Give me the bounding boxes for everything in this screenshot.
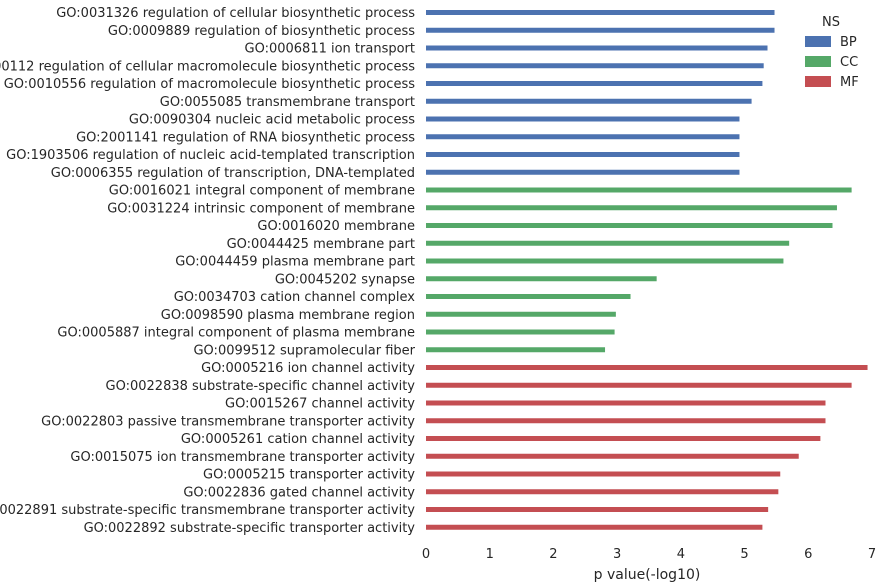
bar-go-0015267 [426,400,826,406]
category-label: GO:0016020 membrane [257,219,415,234]
bar-go-0031326 [426,10,775,15]
bar-go-0009889 [426,27,775,33]
category-label: GO:0006355 regulation of transcription, … [51,166,415,181]
category-label: GO:1903506 regulation of nucleic acid-te… [6,148,415,163]
x-tick-label: 1 [486,547,494,562]
bar-go-0022838 [426,382,852,388]
x-tick-label: 5 [740,547,748,562]
category-label: GO:0006811 ion transport [245,42,416,57]
bar-go-0005887 [426,329,615,335]
bar-go-0022892 [426,524,763,530]
legend-title: NS [822,15,840,30]
category-label: GO:0022838 substrate-specific channel ac… [106,379,416,394]
bar-go-0090304 [426,116,740,122]
bar-go-0022836 [426,489,779,495]
legend-swatch-cc [805,56,831,67]
category-label: GO:2001141 regulation of RNA biosyntheti… [76,130,415,145]
legend-label-cc: CC [840,55,858,70]
bar-go-0034703 [426,294,631,299]
category-label: GO:0005215 transporter activity [203,468,415,483]
bar-go-1903506 [426,152,740,157]
category-label: GO:0034703 cation channel complex [174,290,416,305]
bar-go-0010556 [426,81,763,86]
category-label: GO:0031224 intrinsic component of membra… [107,201,415,216]
category-label: GO:0099512 supramolecular fiber [193,343,415,358]
bar-go-0022891 [426,507,769,512]
category-label: GO:0045202 synapse [275,272,415,287]
x-tick-label: 7 [868,547,876,562]
bar-go-0099512 [426,347,606,353]
x-ticks-group: 0 1 2 3 4 5 6 7 [422,547,876,562]
category-label: GO:0015267 channel activity [225,397,415,412]
category-label: GO:0009889 regulation of biosynthetic pr… [108,24,415,39]
bar-go-0044425 [426,240,790,246]
bar-go-0005216 [426,365,868,370]
bar-go-0055085 [426,98,752,104]
category-label: GO:0044425 membrane part [227,237,415,252]
bar-go-0016021 [426,187,852,193]
bar-go-0031224 [426,205,837,211]
category-labels-group: GO:0031326 regulation of cellular biosyn… [0,6,416,536]
bar-go-0098590 [426,311,616,317]
legend: NS BP CC MF [805,15,859,90]
bar-go-0006811 [426,45,768,51]
x-axis-label: p value(-log10) [594,567,701,583]
category-label: GO:0005261 cation channel activity [181,432,415,447]
category-label: GO:2000112 regulation of cellular macrom… [0,59,415,74]
bar-go-0016020 [426,223,833,228]
category-label: GO:0005216 ion channel activity [201,361,415,376]
bar-go-0045202 [426,276,657,282]
bar-go-0006355 [426,169,740,175]
bar-go-0044459 [426,258,784,264]
bar-go-0022803 [426,418,826,424]
category-label: GO:0022891 substrate-specific transmembr… [0,503,415,518]
category-label: GO:0015075 ion transmembrane transporter… [70,450,415,465]
legend-swatch-bp [805,36,831,47]
category-label: GO:0022836 gated channel activity [183,485,415,500]
bar-go-0005261 [426,436,821,441]
bar-go-0005215 [426,471,781,477]
category-label: GO:0016021 integral component of membran… [109,184,415,199]
category-label: GO:0005887 integral component of plasma … [57,326,415,341]
legend-label-mf: MF [840,75,859,90]
bar-go-2000112 [426,63,764,69]
x-tick-label: 6 [804,547,812,562]
legend-label-bp: BP [840,35,857,50]
category-label: GO:0044459 plasma membrane part [175,255,415,270]
category-label: GO:0098590 plasma membrane region [161,308,415,323]
category-label: GO:0055085 transmembrane transport [160,95,415,110]
legend-swatch-mf [805,76,831,87]
category-label: GO:0022892 substrate-specific transporte… [84,521,416,536]
category-label: GO:0090304 nucleic acid metabolic proces… [129,113,415,128]
bar-go-0015075 [426,453,799,459]
x-tick-label: 3 [613,547,621,562]
bars-group [426,10,868,530]
bar-go-2001141 [426,134,740,140]
category-label: GO:0031326 regulation of cellular biosyn… [56,6,415,21]
category-label: GO:0010556 regulation of macromolecule b… [4,77,415,92]
x-tick-label: 0 [422,547,430,562]
category-label: GO:0022803 passive transmembrane transpo… [41,414,415,429]
x-tick-label: 2 [549,547,557,562]
x-tick-label: 4 [677,547,685,562]
legend-items: BP CC MF [805,35,859,90]
